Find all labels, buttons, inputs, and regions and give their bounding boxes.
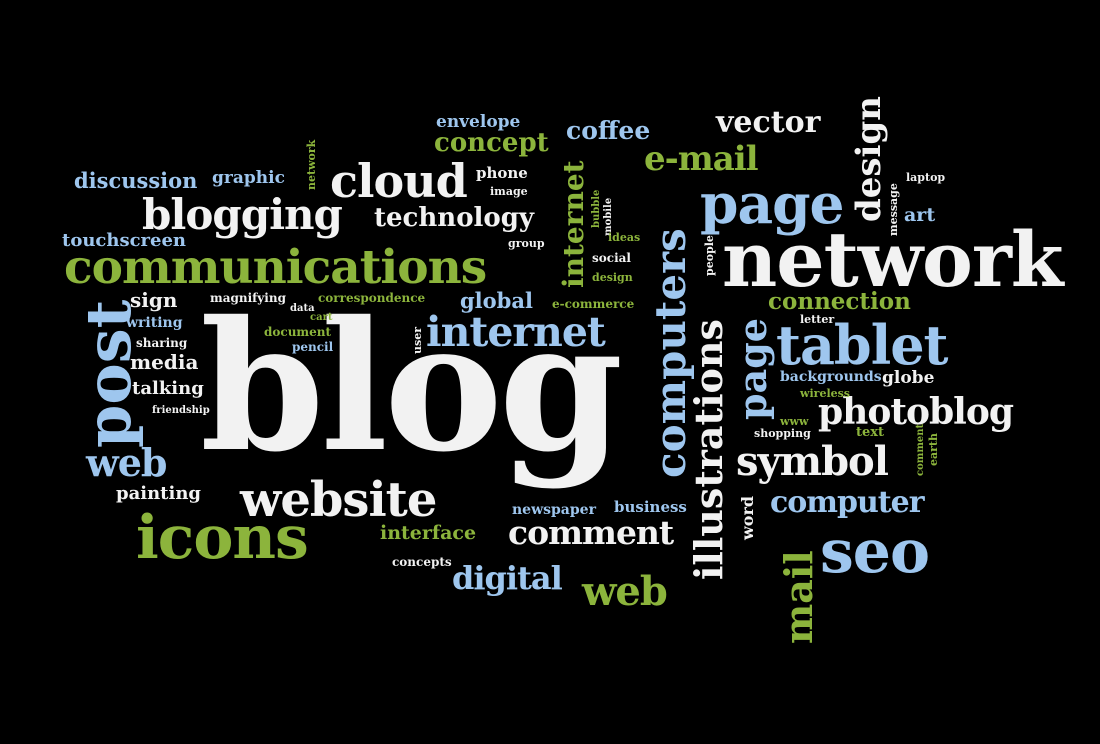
word-image: image: [490, 185, 528, 198]
word-correspondence: correspondence: [318, 291, 426, 305]
word-sharing: sharing: [136, 336, 188, 350]
word-interface: interface: [380, 522, 477, 544]
word-page: page: [700, 171, 845, 236]
word-user: user: [411, 327, 424, 354]
word-graphic: graphic: [212, 168, 285, 188]
word-vector: vector: [716, 105, 821, 140]
word-wireless: wireless: [800, 387, 851, 400]
word-business: business: [614, 498, 687, 516]
word-email: e-mail: [644, 139, 759, 179]
word-shopping: shopping: [754, 427, 811, 440]
word-photoblog: photoblog: [818, 391, 1014, 433]
word-letter: letter: [800, 313, 835, 326]
word-sign: sign: [130, 288, 178, 312]
word-discussion: discussion: [74, 168, 198, 193]
word-design-small: design: [592, 271, 633, 284]
word-painting: painting: [116, 483, 201, 504]
word-symbol: symbol: [736, 438, 889, 485]
word-social: social: [592, 251, 631, 265]
word-document: document: [264, 325, 332, 339]
word-ideas: ideas: [608, 231, 641, 244]
word-web: web: [86, 440, 167, 485]
word-design: design: [849, 96, 889, 222]
word-concepts: concepts: [392, 555, 452, 569]
word-seo: seo: [820, 517, 930, 587]
word-friendship: friendship: [152, 405, 210, 416]
word-website: website: [240, 472, 437, 528]
word-data: data: [290, 303, 315, 314]
word-network: network: [722, 215, 1064, 304]
word-people: people: [703, 235, 716, 276]
word-cloud-label: cloud: [330, 154, 468, 208]
word-media: media: [130, 350, 199, 374]
word-bubble: bubble: [591, 189, 602, 228]
word-www: www: [780, 415, 809, 428]
word-digital: digital: [452, 559, 563, 597]
word-blog: blog: [200, 282, 623, 491]
word-envelope: envelope: [436, 112, 521, 132]
word-blogging: blogging: [142, 190, 343, 239]
word-page-vertical: page: [730, 318, 775, 420]
word-laptop: laptop: [906, 171, 946, 184]
word-communications: communications: [64, 240, 487, 295]
word-art: art: [904, 204, 936, 226]
word-newspaper: newspaper: [512, 502, 596, 518]
word-writing: writing: [126, 315, 183, 331]
word-text: text: [856, 425, 885, 440]
word-internet-vertical: internet: [557, 160, 590, 288]
word-word: word: [738, 495, 757, 540]
word-cart: cart: [310, 312, 333, 323]
word-coffee: coffee: [566, 116, 651, 145]
word-comment-small: comment: [915, 423, 926, 476]
word-tablet: tablet: [776, 313, 949, 377]
word-group: group: [508, 237, 545, 250]
word-internet: internet: [426, 308, 606, 356]
word-earth: earth: [927, 433, 940, 466]
word-global: global: [460, 288, 533, 313]
word-backgrounds: backgrounds: [780, 369, 882, 385]
word-globe: globe: [882, 368, 935, 388]
word-network-small: network: [305, 139, 318, 190]
word-pencil: pencil: [292, 340, 334, 354]
word-icons: icons: [136, 503, 309, 573]
word-magnifying: magnifying: [210, 291, 286, 305]
word-concept: concept: [434, 128, 549, 158]
word-technology: technology: [374, 203, 535, 233]
word-mail: mail: [776, 550, 821, 644]
word-computer: computer: [770, 485, 925, 520]
word-comment: comment: [508, 513, 674, 552]
word-message: message: [887, 183, 900, 236]
word-phone: phone: [476, 164, 528, 182]
word-illustrations: illustrations: [686, 319, 731, 580]
word-web-green: web: [582, 568, 668, 615]
word-ecommerce: e-commerce: [552, 297, 635, 311]
word-touchscreen: touchscreen: [62, 230, 187, 251]
word-talking: talking: [132, 378, 204, 399]
word-connection: connection: [768, 288, 911, 315]
